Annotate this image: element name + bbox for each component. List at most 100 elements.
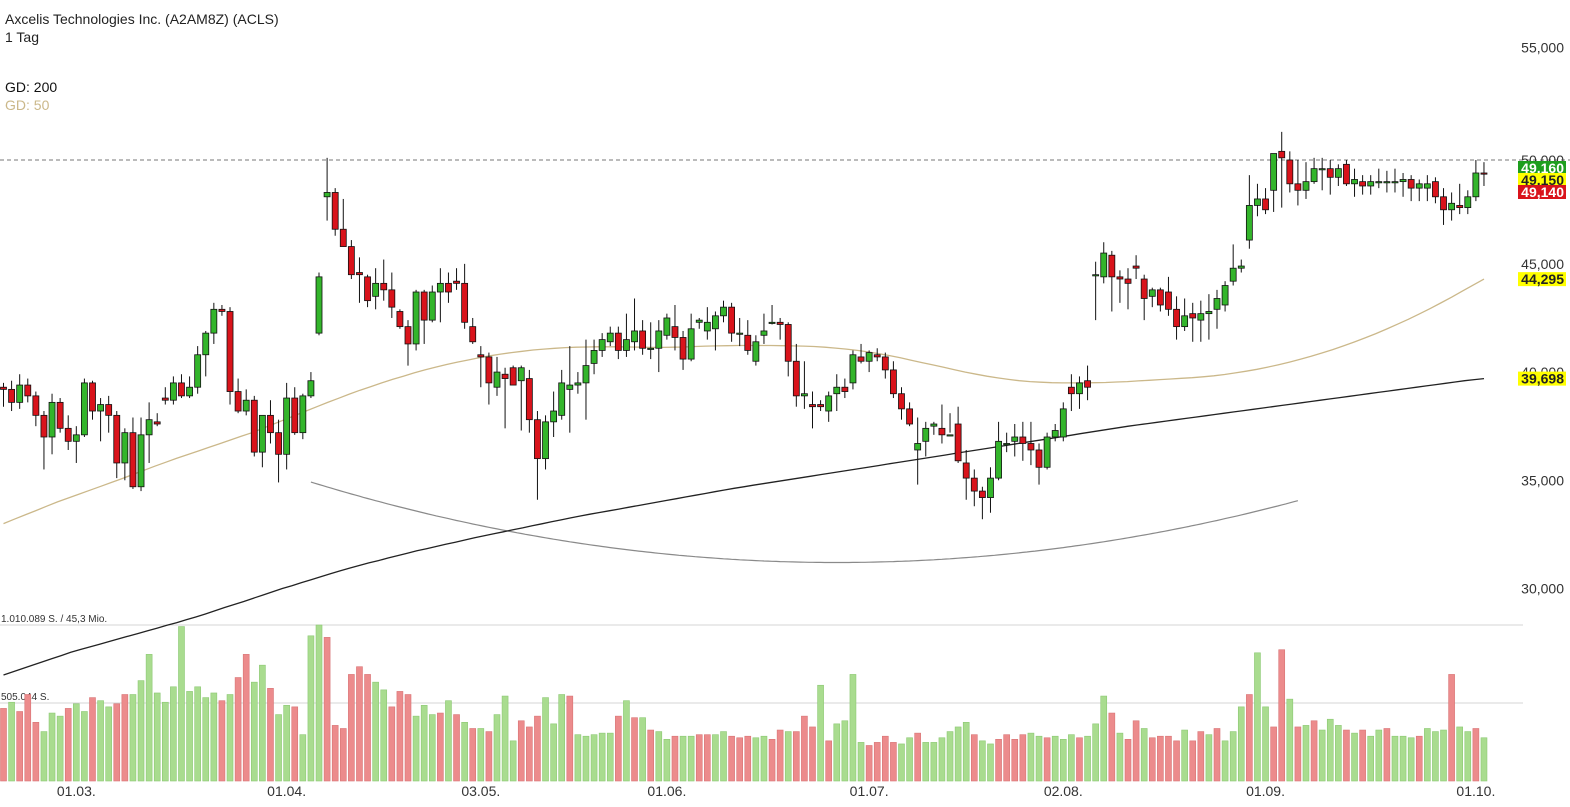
candle-body bbox=[404, 326, 412, 345]
volume-bar bbox=[979, 740, 986, 782]
candle-body bbox=[218, 308, 226, 312]
candle bbox=[493, 356, 501, 396]
volume-bar bbox=[89, 697, 96, 782]
candle bbox=[1359, 175, 1367, 195]
volume-bar bbox=[1343, 729, 1350, 782]
candle bbox=[1189, 302, 1197, 342]
candle-body bbox=[1399, 179, 1407, 183]
volume-bar bbox=[930, 742, 938, 782]
candle bbox=[129, 417, 137, 489]
candle bbox=[380, 259, 388, 301]
candle bbox=[226, 307, 234, 405]
candle-body bbox=[1003, 443, 1011, 446]
volume-bar bbox=[517, 720, 525, 782]
candle bbox=[501, 367, 509, 429]
price-tag: 49,140 bbox=[1518, 184, 1566, 200]
volume-bar bbox=[1108, 712, 1116, 782]
candle bbox=[623, 313, 630, 357]
candle-body bbox=[1108, 254, 1116, 278]
candle-body bbox=[1076, 382, 1083, 395]
candle bbox=[970, 469, 978, 507]
candle-body bbox=[396, 311, 404, 328]
volume-bar bbox=[73, 703, 80, 782]
candle-body bbox=[695, 319, 703, 323]
candle-body bbox=[16, 384, 24, 403]
candle bbox=[906, 402, 913, 427]
candle-body bbox=[477, 354, 485, 358]
candle-body bbox=[1019, 436, 1027, 444]
candle-body bbox=[671, 326, 679, 338]
volume-bar bbox=[420, 705, 428, 782]
candle bbox=[647, 322, 655, 360]
candle-body bbox=[1254, 198, 1261, 206]
candle bbox=[315, 272, 323, 336]
candle bbox=[372, 268, 380, 310]
candle-body bbox=[606, 332, 614, 343]
candle-body bbox=[258, 414, 266, 453]
volume-bar bbox=[113, 703, 121, 782]
candle-body bbox=[1189, 313, 1197, 319]
volume-bar bbox=[1278, 649, 1286, 782]
volume-bar bbox=[1011, 739, 1019, 782]
volume-bar bbox=[105, 706, 112, 782]
candle-body bbox=[81, 382, 88, 436]
volume-bar bbox=[234, 677, 242, 782]
candle-body bbox=[792, 360, 800, 397]
candle bbox=[283, 382, 291, 470]
candle-body bbox=[1391, 181, 1399, 184]
candle bbox=[1027, 421, 1035, 466]
volume-bar bbox=[372, 681, 379, 782]
candle bbox=[16, 374, 24, 409]
candle bbox=[64, 415, 72, 450]
candle-body bbox=[121, 432, 129, 464]
candle bbox=[1084, 365, 1091, 401]
volume-bar bbox=[1351, 732, 1358, 782]
candle-body bbox=[307, 380, 315, 397]
volume-bar bbox=[1035, 735, 1043, 782]
volume-bar bbox=[396, 691, 404, 782]
candle-body bbox=[1132, 265, 1140, 269]
candle-body bbox=[720, 306, 727, 317]
candle-body bbox=[48, 401, 56, 438]
volume-bar bbox=[639, 717, 646, 782]
candle-body bbox=[1318, 168, 1326, 171]
candle bbox=[1165, 276, 1172, 316]
candle bbox=[97, 398, 104, 442]
candle-body bbox=[679, 337, 687, 360]
price-tag-bg bbox=[1518, 272, 1566, 287]
volume-bar bbox=[501, 695, 509, 782]
candle-body bbox=[817, 404, 824, 408]
candle-body bbox=[40, 414, 48, 438]
candle-body bbox=[380, 282, 388, 291]
x-tick-label: 02.08. bbox=[1044, 783, 1083, 799]
volume-bar bbox=[1237, 706, 1245, 782]
volume-bar bbox=[493, 714, 501, 782]
candle bbox=[1116, 270, 1124, 303]
candle bbox=[679, 330, 687, 370]
chart-interval: 1 Tag bbox=[5, 29, 39, 45]
candle-body bbox=[1197, 313, 1205, 321]
volume-bar bbox=[736, 737, 743, 782]
volume-bar bbox=[712, 734, 719, 782]
volume-bar bbox=[922, 742, 930, 782]
candle bbox=[1229, 244, 1237, 286]
candle-body bbox=[995, 440, 1002, 479]
candle bbox=[703, 307, 711, 340]
volume-bar bbox=[1132, 720, 1140, 782]
candle bbox=[428, 285, 436, 323]
volume-bar bbox=[615, 715, 622, 782]
candle-body bbox=[493, 371, 501, 388]
candle bbox=[420, 289, 428, 344]
volume-bar bbox=[1076, 737, 1083, 782]
candle-body bbox=[1205, 311, 1213, 315]
volume-bar bbox=[1213, 728, 1221, 782]
volume-bar bbox=[550, 723, 557, 782]
candle bbox=[1237, 259, 1245, 273]
candle-body bbox=[388, 289, 396, 308]
candle bbox=[1286, 151, 1294, 193]
candle-body bbox=[647, 347, 655, 350]
candle-body bbox=[574, 382, 582, 386]
candle bbox=[1367, 175, 1375, 195]
candle-body bbox=[339, 228, 347, 247]
